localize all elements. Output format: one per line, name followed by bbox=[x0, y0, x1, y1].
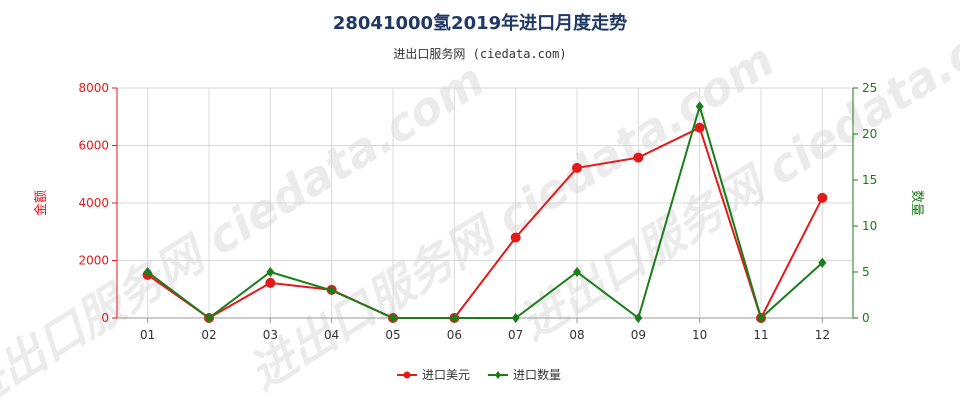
data-point-qty bbox=[205, 313, 213, 323]
legend-label: 进口美元 bbox=[422, 368, 470, 382]
data-point-usd bbox=[510, 232, 521, 243]
y-left-tick-label: 4000 bbox=[78, 196, 109, 210]
data-point-qty bbox=[818, 257, 827, 268]
x-tick-label: 06 bbox=[447, 328, 462, 342]
x-tick-label: 08 bbox=[569, 328, 584, 342]
y-right-tick-label: 0 bbox=[862, 311, 870, 325]
y-left-tick-label: 6000 bbox=[78, 139, 109, 153]
data-point-qty bbox=[389, 313, 397, 323]
y-right-tick-label: 15 bbox=[862, 173, 877, 187]
chart-title: 28041000氢2019年进口月度走势 bbox=[333, 12, 627, 34]
data-point-qty bbox=[757, 313, 765, 323]
legend: 进口美元 进口数量 bbox=[397, 367, 561, 382]
x-tick-label: 04 bbox=[324, 328, 339, 342]
left-ticks: 0 2000 4000 6000 8000 bbox=[78, 81, 117, 325]
x-tick-label: 09 bbox=[631, 328, 646, 342]
data-point-qty bbox=[450, 313, 459, 323]
x-tick-label: 10 bbox=[692, 328, 707, 342]
y-left-tick-label: 2000 bbox=[78, 254, 109, 268]
legend-swatch-marker bbox=[403, 371, 411, 379]
y-right-tick-label: 25 bbox=[862, 81, 877, 95]
y-left-label: 金额 bbox=[33, 190, 49, 216]
series-line-2 bbox=[147, 102, 824, 320]
data-point-qty bbox=[511, 313, 520, 323]
watermark-text: 进出口服务网 ciedata.com bbox=[0, 53, 493, 400]
data-point-qty bbox=[573, 267, 581, 277]
x-tick-label: 07 bbox=[508, 328, 523, 342]
x-tick-label: 11 bbox=[753, 328, 768, 342]
x-tick-label: 02 bbox=[201, 328, 216, 342]
x-tick-label: 05 bbox=[385, 328, 400, 342]
gridlines bbox=[117, 87, 853, 318]
data-point-usd bbox=[633, 152, 644, 163]
y-right-tick-label: 20 bbox=[862, 127, 877, 141]
right-ticks: 0 5 10 15 20 25 bbox=[853, 81, 877, 325]
y-right-tick-label: 10 bbox=[862, 219, 877, 233]
data-point-usd bbox=[694, 122, 705, 133]
data-point-usd bbox=[572, 162, 582, 173]
y-right-tick-label: 5 bbox=[862, 265, 870, 279]
y-right-label: 数量 bbox=[909, 190, 924, 216]
legend-swatch-marker bbox=[495, 371, 501, 379]
data-point-usd bbox=[265, 277, 276, 288]
x-ticks: 01 02 03 04 05 06 07 08 09 10 11 12 bbox=[140, 318, 830, 342]
data-point-usd bbox=[817, 192, 828, 203]
data-point-qty bbox=[634, 313, 643, 323]
data-point-qty bbox=[327, 285, 336, 296]
series-line-1 bbox=[147, 126, 824, 321]
data-point-qty bbox=[695, 101, 704, 112]
x-tick-label: 01 bbox=[140, 328, 155, 342]
chart-subtitle: 进出口服务网 (ciedata.com) bbox=[393, 46, 566, 61]
data-point-qty bbox=[266, 267, 275, 277]
series-group bbox=[142, 101, 828, 323]
x-tick-label: 12 bbox=[815, 328, 830, 342]
x-tick-label: 03 bbox=[263, 328, 278, 342]
y-left-tick-label: 8000 bbox=[78, 81, 109, 95]
y-left-tick-label: 0 bbox=[101, 311, 109, 325]
data-point-qty bbox=[143, 267, 152, 277]
legend-label: 进口数量 bbox=[513, 367, 561, 382]
